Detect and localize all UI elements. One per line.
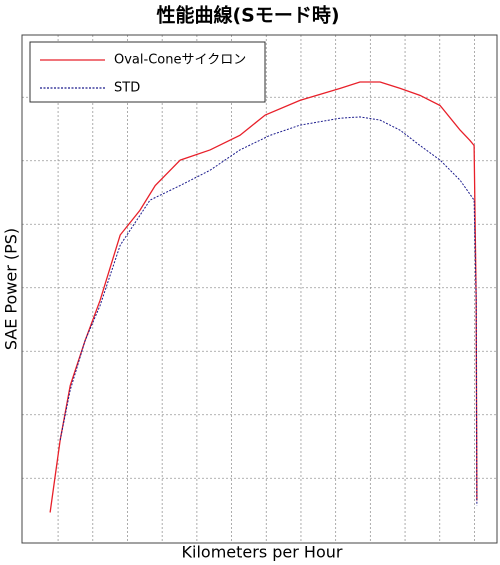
x-axis-label: Kilometers per Hour bbox=[182, 543, 343, 562]
legend-label: STD bbox=[114, 81, 140, 96]
legend-box bbox=[29, 41, 266, 103]
series-line bbox=[49, 81, 478, 513]
y-axis-label: SAE Power (PS) bbox=[2, 228, 21, 350]
chart-title: 性能曲線(Sモード時) bbox=[156, 4, 339, 27]
plot-frame bbox=[21, 34, 498, 544]
legend: Oval-Coneサイクロン STD bbox=[29, 41, 266, 103]
series-line bbox=[59, 116, 478, 506]
grid bbox=[22, 35, 497, 543]
legend-label: Oval-Coneサイクロン bbox=[114, 53, 246, 68]
plot-lines bbox=[49, 81, 478, 513]
